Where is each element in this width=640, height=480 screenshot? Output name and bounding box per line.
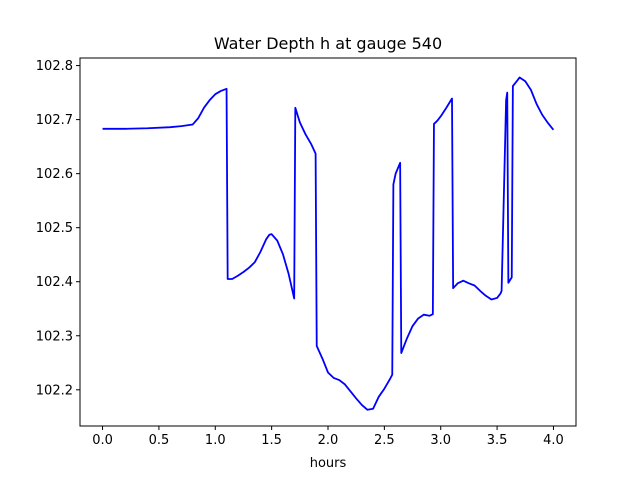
x-tick-label: 2.5 (374, 433, 395, 448)
y-tick-label: 102.6 (36, 167, 73, 182)
x-tick-label: 3.5 (487, 433, 508, 448)
y-tick-label: 102.8 (36, 59, 73, 74)
x-tick-label: 1.0 (205, 433, 226, 448)
y-axis: 102.2 102.3 102.4 102.5 102.6 102.7 102.8 (36, 59, 80, 398)
y-tick-label: 102.2 (36, 383, 73, 398)
series-line-0 (102, 76, 555, 411)
x-axis: 0.0 0.5 1.0 1.5 2.0 2.5 3.0 3.5 4.0 (92, 426, 564, 448)
y-tick-label: 102.7 (36, 113, 73, 128)
x-tick-label: 0.0 (92, 433, 113, 448)
y-tick-label: 102.4 (36, 275, 73, 290)
y-tick-label: 102.5 (36, 221, 73, 236)
x-tick-label: 4.0 (543, 433, 564, 448)
x-tick-label: 1.5 (261, 433, 282, 448)
y-tick-label: 102.3 (36, 329, 73, 344)
x-axis-label: hours (310, 456, 347, 471)
series-layer (102, 76, 555, 411)
chart-title: Water Depth h at gauge 540 (214, 34, 442, 53)
x-tick-label: 0.5 (149, 433, 170, 448)
x-tick-label: 3.0 (430, 433, 451, 448)
x-tick-label: 2.0 (318, 433, 339, 448)
